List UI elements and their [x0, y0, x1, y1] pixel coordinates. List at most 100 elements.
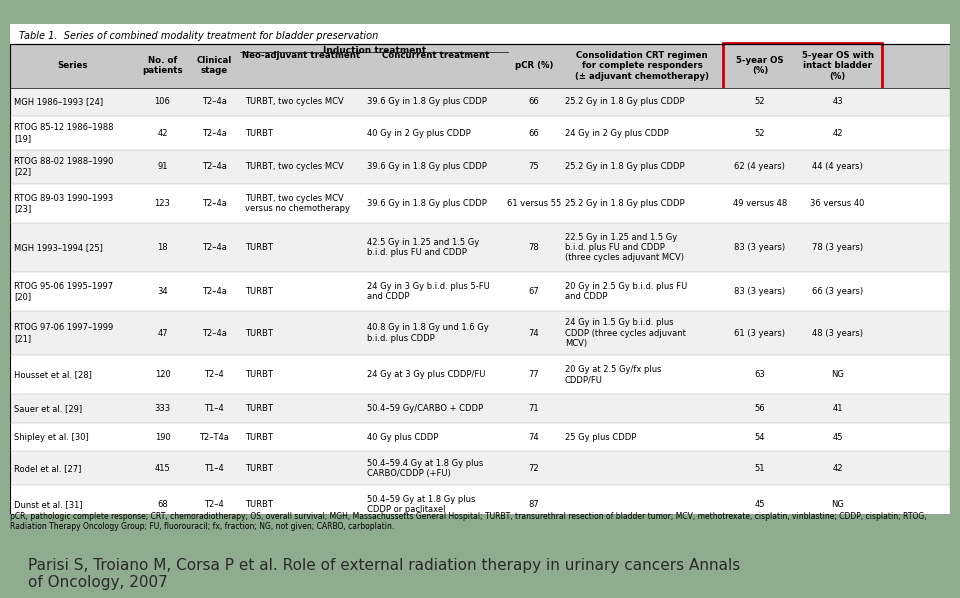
Bar	[10, 451, 950, 485]
Text: 66: 66	[529, 129, 540, 138]
Text: Table 1.  Series of combined modality treatment for bladder preservation: Table 1. Series of combined modality tre…	[19, 31, 378, 41]
Bar	[10, 223, 950, 272]
Text: T2–4a: T2–4a	[202, 163, 227, 172]
Bar	[10, 272, 950, 311]
Text: 42: 42	[832, 129, 843, 138]
Text: 67: 67	[529, 287, 540, 296]
Text: TURBT: TURBT	[245, 287, 273, 296]
Text: Sauer et al. [29]: Sauer et al. [29]	[14, 404, 83, 413]
Text: T2–T4a: T2–T4a	[200, 432, 229, 441]
Bar	[10, 116, 950, 150]
Text: 78 (3 years): 78 (3 years)	[812, 243, 863, 252]
Text: 20 Gy in 2.5 Gy b.i.d. plus FU
and CDDP: 20 Gy in 2.5 Gy b.i.d. plus FU and CDDP	[564, 282, 687, 301]
Text: TURBT, two cycles MCV: TURBT, two cycles MCV	[245, 97, 344, 106]
Text: 24 Gy in 1.5 Gy b.i.d. plus
CDDP (three cycles adjuvant
MCV): 24 Gy in 1.5 Gy b.i.d. plus CDDP (three …	[564, 318, 685, 348]
Text: 78: 78	[529, 243, 540, 252]
Text: Dunst et al. [31]: Dunst et al. [31]	[14, 500, 83, 509]
Text: 50.4–59 Gy at 1.8 Gy plus
CDDP or paclitaxel: 50.4–59 Gy at 1.8 Gy plus CDDP or paclit…	[367, 495, 475, 514]
Text: 62 (4 years): 62 (4 years)	[734, 163, 785, 172]
Text: 24 Gy in 2 Gy plus CDDP: 24 Gy in 2 Gy plus CDDP	[564, 129, 668, 138]
Text: Consolidation CRT regimen
for complete responders
(± adjuvant chemotherapy): Consolidation CRT regimen for complete r…	[575, 51, 709, 81]
Text: 54: 54	[755, 432, 765, 441]
Text: 83 (3 years): 83 (3 years)	[734, 287, 785, 296]
Text: Concurrent treatment: Concurrent treatment	[382, 51, 489, 60]
Text: 63: 63	[755, 370, 765, 379]
Text: Rodel et al. [27]: Rodel et al. [27]	[14, 463, 82, 473]
Text: RTOG 85-12 1986–1988
[19]: RTOG 85-12 1986–1988 [19]	[14, 123, 114, 143]
Text: TURBT: TURBT	[245, 463, 273, 473]
Text: Clinical
stage: Clinical stage	[197, 56, 232, 75]
Text: 25.2 Gy in 1.8 Gy plus CDDP: 25.2 Gy in 1.8 Gy plus CDDP	[564, 97, 684, 106]
Text: 24 Gy in 3 Gy b.i.d. plus 5-FU
and CDDP: 24 Gy in 3 Gy b.i.d. plus 5-FU and CDDP	[367, 282, 490, 301]
Bar	[10, 485, 950, 524]
Text: 66: 66	[529, 97, 540, 106]
Bar	[10, 184, 950, 223]
Text: T1–4: T1–4	[204, 404, 224, 413]
Text: 22.5 Gy in 1.25 and 1.5 Gy
b.i.d. plus FU and CDDP
(three cycles adjuvant MCV): 22.5 Gy in 1.25 and 1.5 Gy b.i.d. plus F…	[564, 233, 684, 263]
Text: 45: 45	[755, 500, 765, 509]
Text: T2–4a: T2–4a	[202, 97, 227, 106]
Text: 36 versus 40: 36 versus 40	[810, 199, 865, 208]
Text: 48 (3 years): 48 (3 years)	[812, 329, 863, 338]
Text: 47: 47	[157, 329, 168, 338]
Text: 50.4–59.4 Gy at 1.8 Gy plus
CARBO/CDDP (+FU): 50.4–59.4 Gy at 1.8 Gy plus CARBO/CDDP (…	[367, 459, 483, 478]
Text: 74: 74	[529, 329, 540, 338]
Text: NG: NG	[831, 500, 844, 509]
Text: 42: 42	[832, 463, 843, 473]
Bar	[10, 394, 950, 423]
Text: 72: 72	[529, 463, 540, 473]
Text: 5-year OS with
intact bladder
(%): 5-year OS with intact bladder (%)	[802, 51, 874, 81]
Text: Induction treatment: Induction treatment	[323, 46, 426, 55]
Text: 77: 77	[529, 370, 540, 379]
Text: 40 Gy plus CDDP: 40 Gy plus CDDP	[367, 432, 439, 441]
Text: Shipley et al. [30]: Shipley et al. [30]	[14, 432, 89, 441]
Text: 190: 190	[155, 432, 170, 441]
Text: 91: 91	[157, 163, 168, 172]
Text: Parisi S, Troiano M, Corsa P et al. Role of external radiation therapy in urinar: Parisi S, Troiano M, Corsa P et al. Role…	[29, 557, 741, 590]
Bar	[10, 355, 950, 394]
Text: Housset et al. [28]: Housset et al. [28]	[14, 370, 92, 379]
Text: Neo-adjuvant treatment: Neo-adjuvant treatment	[242, 51, 360, 60]
Text: RTOG 95-06 1995–1997
[20]: RTOG 95-06 1995–1997 [20]	[14, 282, 113, 301]
Text: TURBT, two cycles MCV: TURBT, two cycles MCV	[245, 163, 344, 172]
Text: 106: 106	[155, 97, 171, 106]
Text: 24 Gy at 3 Gy plus CDDP/FU: 24 Gy at 3 Gy plus CDDP/FU	[367, 370, 486, 379]
Text: T2–4a: T2–4a	[202, 287, 227, 296]
Text: 34: 34	[157, 287, 168, 296]
Text: 123: 123	[155, 199, 171, 208]
Bar	[10, 88, 950, 116]
Text: 25.2 Gy in 1.8 Gy plus CDDP: 25.2 Gy in 1.8 Gy plus CDDP	[564, 163, 684, 172]
Text: 25 Gy plus CDDP: 25 Gy plus CDDP	[564, 432, 636, 441]
Text: TURBT, two cycles MCV
versus no chemotherapy: TURBT, two cycles MCV versus no chemothe…	[245, 194, 349, 213]
Text: 87: 87	[529, 500, 540, 509]
Text: 40.8 Gy in 1.8 Gy und 1.6 Gy
b.i.d. plus CDDP: 40.8 Gy in 1.8 Gy und 1.6 Gy b.i.d. plus…	[367, 324, 489, 343]
Text: RTOG 88-02 1988–1990
[22]: RTOG 88-02 1988–1990 [22]	[14, 157, 113, 176]
Text: 61 (3 years): 61 (3 years)	[734, 329, 785, 338]
Text: 415: 415	[155, 463, 170, 473]
Text: 41: 41	[832, 404, 843, 413]
Text: TURBT: TURBT	[245, 500, 273, 509]
Text: 45: 45	[832, 432, 843, 441]
Text: No. of
patients: No. of patients	[142, 56, 182, 75]
Text: 40 Gy in 2 Gy plus CDDP: 40 Gy in 2 Gy plus CDDP	[367, 129, 470, 138]
Bar	[10, 150, 950, 184]
Text: 71: 71	[529, 404, 540, 413]
FancyBboxPatch shape	[10, 24, 950, 514]
Text: MGH 1986–1993 [24]: MGH 1986–1993 [24]	[14, 97, 104, 106]
Text: 49 versus 48: 49 versus 48	[732, 199, 787, 208]
Text: 42.5 Gy in 1.25 and 1.5 Gy
b.i.d. plus FU and CDDP: 42.5 Gy in 1.25 and 1.5 Gy b.i.d. plus F…	[367, 238, 479, 257]
Text: TURBT: TURBT	[245, 129, 273, 138]
Text: T2–4a: T2–4a	[202, 129, 227, 138]
Text: 52: 52	[755, 129, 765, 138]
Text: 83 (3 years): 83 (3 years)	[734, 243, 785, 252]
Text: Series: Series	[58, 61, 88, 70]
Text: 66 (3 years): 66 (3 years)	[812, 287, 863, 296]
Text: 39.6 Gy in 1.8 Gy plus CDDP: 39.6 Gy in 1.8 Gy plus CDDP	[367, 199, 487, 208]
Text: 52: 52	[755, 97, 765, 106]
Text: 25.2 Gy in 1.8 Gy plus CDDP: 25.2 Gy in 1.8 Gy plus CDDP	[564, 199, 684, 208]
Text: MGH 1993–1994 [25]: MGH 1993–1994 [25]	[14, 243, 103, 252]
Text: 43: 43	[832, 97, 843, 106]
Text: TURBT: TURBT	[245, 432, 273, 441]
Text: 50.4–59 Gy/CARBO + CDDP: 50.4–59 Gy/CARBO + CDDP	[367, 404, 483, 413]
Text: TURBT: TURBT	[245, 243, 273, 252]
